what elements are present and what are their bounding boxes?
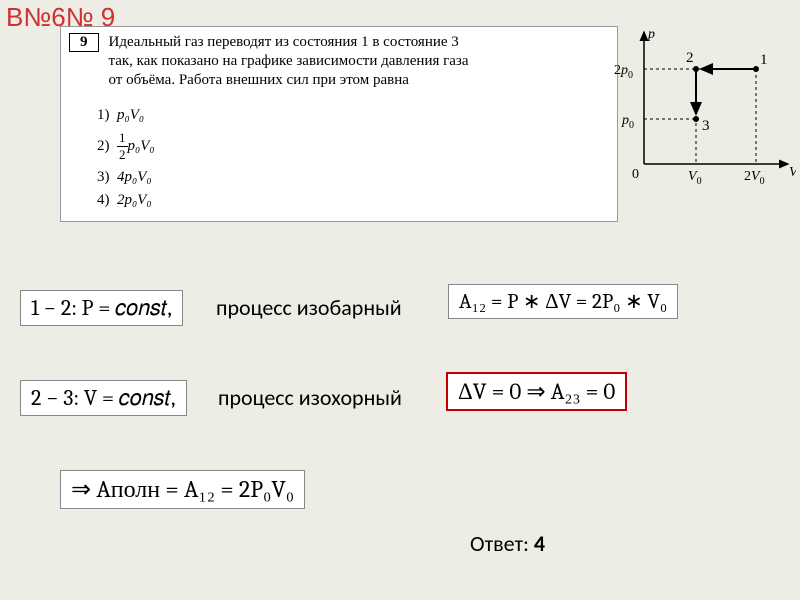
- point-1-label: 1: [760, 52, 768, 68]
- option-1: 1) p₀V₀: [97, 107, 609, 124]
- step1-work: A₁₂ = P ∗ ΔV = 2P₀ ∗ V₀: [448, 284, 678, 319]
- point-3-label: 3: [702, 118, 710, 134]
- final-equation: ⇒ Aполн = A₁₂ = 2P₀V₀: [60, 470, 305, 509]
- problem-number: 9: [69, 33, 99, 52]
- answer-label: Ответ:: [470, 530, 529, 557]
- step2-label: процесс изохорный: [218, 384, 402, 411]
- step1-equation: 1 − 2: P = 𝑐𝑜𝑛𝑠𝑡,: [20, 290, 183, 326]
- option-4: 4) 2p₀V₀: [97, 192, 609, 209]
- pv-chart: p V 2p0 p0 0 V0 2V0 1 2 3: [606, 24, 796, 184]
- options-list: 1) p₀V₀ 2) 12p₀V₀ 3) 4p₀V₀ 4) 2p₀V₀: [97, 107, 609, 209]
- problem-container: 9 Идеальный газ переводят из состояния 1…: [60, 26, 618, 222]
- xtick-v0: V0: [688, 169, 702, 184]
- step1-label: процесс изобарный: [216, 294, 402, 321]
- problem-text: Идеальный газ переводят из состояния 1 в…: [109, 33, 469, 89]
- ytick-p0: p0: [621, 113, 634, 131]
- step2-equation: 2 − 3: V = 𝑐𝑜𝑛𝑠𝑡,: [20, 380, 187, 416]
- option-2: 2) 12p₀V₀: [97, 130, 609, 163]
- xtick-2v0: 2V0: [744, 169, 765, 184]
- answer: Ответ: 4: [470, 530, 545, 557]
- answer-value: 4: [534, 530, 545, 557]
- ytick-2p0: 2p0: [614, 63, 633, 81]
- x-axis-label: V: [789, 165, 796, 180]
- option-3: 3) 4p₀V₀: [97, 169, 609, 186]
- y-axis-label: p: [647, 27, 655, 42]
- origin-label: 0: [632, 167, 639, 182]
- point-2-label: 2: [686, 50, 694, 66]
- step2-work: ΔV = 0 ⇒ A₂₃ = 0: [446, 372, 627, 411]
